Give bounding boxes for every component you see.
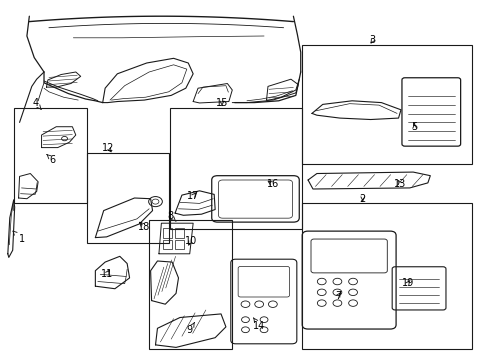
Text: 8: 8 [167, 211, 176, 221]
Text: 5: 5 [411, 122, 417, 132]
Text: 12: 12 [102, 143, 115, 153]
Text: 19: 19 [401, 278, 414, 288]
Text: 16: 16 [266, 179, 279, 189]
Bar [14, 108, 87, 203]
Bar [163, 228, 172, 238]
Text: 7: 7 [335, 291, 341, 301]
Text: 2: 2 [359, 194, 365, 204]
Text: 11: 11 [100, 269, 113, 279]
Bar [170, 108, 302, 229]
Bar [302, 45, 471, 164]
Text: 1: 1 [13, 231, 24, 244]
Bar [87, 153, 168, 243]
Bar [302, 203, 471, 349]
Text: 4: 4 [32, 98, 41, 109]
Bar [175, 240, 184, 249]
Text: 9: 9 [186, 323, 194, 336]
Text: 10: 10 [184, 236, 197, 246]
Text: 6: 6 [47, 154, 56, 165]
Text: 15: 15 [215, 98, 228, 108]
Text: 13: 13 [393, 179, 406, 189]
Text: 18: 18 [138, 222, 150, 232]
Text: 3: 3 [369, 35, 375, 45]
Bar [163, 240, 172, 249]
Text: 14: 14 [252, 318, 265, 331]
Bar [175, 228, 184, 238]
Bar [149, 220, 232, 349]
Text: 17: 17 [186, 191, 199, 201]
